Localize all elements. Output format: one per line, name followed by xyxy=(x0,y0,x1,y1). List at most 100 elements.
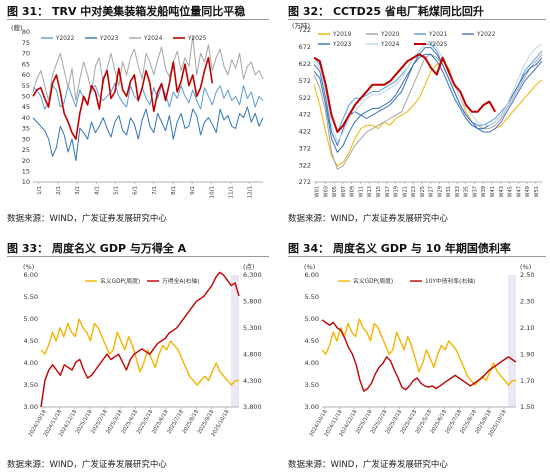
y-tick-label: 472 xyxy=(299,111,311,119)
y2-tick-label: 1.90 xyxy=(520,350,534,358)
series-line xyxy=(40,271,240,408)
x-tick-label: W17 xyxy=(385,186,391,197)
x-tick-label: 4/1 xyxy=(94,186,100,195)
y2-tick-label: 5,300 xyxy=(243,324,262,332)
series-line xyxy=(32,82,264,110)
legend-label: Y2020 xyxy=(380,32,400,38)
series-line xyxy=(321,318,516,386)
x-tick-label: W13 xyxy=(367,186,373,197)
y-tick-label: 45 xyxy=(22,103,30,111)
x-tick-label: W21 xyxy=(402,186,408,197)
series-line xyxy=(313,40,543,143)
y-tick-label: 25 xyxy=(22,146,30,154)
chart-title: 图 32： CCTD25 省电厂耗煤同比回升 xyxy=(288,5,484,18)
x-tick-label: 10/1 xyxy=(209,186,215,198)
legend-label: Y2022 xyxy=(55,36,75,42)
left-unit-label: (%) xyxy=(304,263,315,271)
title-rule xyxy=(288,256,546,257)
legend-label: Y2025 xyxy=(428,42,448,48)
y-tick-label: 3.50 xyxy=(305,381,319,389)
y-tick-label: 20 xyxy=(22,157,30,165)
x-tick-label: 11/1 xyxy=(228,186,234,198)
series-line xyxy=(40,318,239,386)
y-tick-label: 6.00 xyxy=(305,271,319,279)
y2-tick-label: 4,300 xyxy=(243,377,262,385)
y2-tick-label: 1.70 xyxy=(520,377,534,385)
highlight-band xyxy=(508,275,516,407)
title-rule xyxy=(288,19,546,20)
x-tick-label: W47 xyxy=(516,186,522,197)
y-tick-label: 4.00 xyxy=(305,359,319,367)
chart-title: 图 33： 周度名义 GDP 与万得全 A xyxy=(7,242,187,255)
x-tick-label: W15 xyxy=(376,186,382,197)
chart-svg: 10 15 20 25 30 35 40 45 50 55 60 65 70 75 80(艘) 1/1 2/1 3… xyxy=(11,23,264,198)
y-tick-label: 722 xyxy=(299,26,311,34)
left-unit-label: (%) xyxy=(23,263,34,271)
x-tick-label: 2/1 xyxy=(56,186,62,195)
x-tick-label: W33 xyxy=(455,186,461,197)
y-tick-label: 5.50 xyxy=(24,293,38,301)
y-tick-label: 80 xyxy=(22,28,30,36)
series-line xyxy=(32,35,264,102)
x-tick-label: W27 xyxy=(429,186,435,197)
x-tick-label: W51 xyxy=(534,186,540,197)
x-tick-label: W39 xyxy=(481,186,487,197)
y-tick-label: 6.00 xyxy=(24,271,38,279)
y-tick-label: 3.00 xyxy=(305,403,319,411)
legend-label: Y2024 xyxy=(380,42,400,48)
legend-label: Y2019 xyxy=(332,32,352,38)
x-tick-label: W43 xyxy=(499,186,505,197)
y-tick-label: 422 xyxy=(299,128,311,136)
unit-label: (艘) xyxy=(11,23,23,32)
x-tick-label: W37 xyxy=(472,186,478,197)
legend-label: Y2023 xyxy=(332,42,352,48)
y-tick-label: 4.50 xyxy=(305,337,319,345)
y-tick-label: 40 xyxy=(22,114,30,122)
y-tick-label: 50 xyxy=(22,92,30,100)
y-tick-label: 70 xyxy=(22,50,30,58)
x-tick-label: W49 xyxy=(525,186,531,197)
y2-tick-label: 2.50 xyxy=(520,271,534,279)
y-tick-label: 572 xyxy=(299,77,311,85)
legend-label: Y2024 xyxy=(143,36,163,42)
legend-label: 名义GDP(周度) xyxy=(100,277,140,285)
legend-label: 10Y中债利率(右轴) xyxy=(425,277,475,285)
x-tick-label: W09 xyxy=(350,186,356,197)
y-tick-label: 372 xyxy=(299,144,311,152)
x-tick-label: W45 xyxy=(508,186,514,197)
unit-label: (万吨) xyxy=(292,22,310,30)
chart-svg: 3.00 3.50 4.00 4.50 5.00 5.50 6.00 1.50 1.70 1.90… xyxy=(304,263,534,438)
x-tick-label: W03 xyxy=(323,186,329,197)
x-tick-label: W23 xyxy=(411,186,417,197)
x-tick-label: 8/1 xyxy=(171,186,177,195)
series-line xyxy=(321,319,517,392)
right-unit-label: (%) xyxy=(520,263,531,271)
x-tick-label: W31 xyxy=(446,186,452,197)
y-tick-label: 4.50 xyxy=(24,337,38,345)
title-rule xyxy=(7,19,269,20)
legend-label: Y2025 xyxy=(187,36,207,42)
y-tick-label: 3.50 xyxy=(24,381,38,389)
chart-svg: 3.00 3.50 4.00 4.50 5.00 5.50 6.00 3,800 4,300 4,… xyxy=(23,263,262,438)
x-tick-label: 5/1 xyxy=(113,186,119,195)
title-rule xyxy=(7,256,269,257)
legend-label: Y2021 xyxy=(428,32,448,38)
y-tick-label: 5.00 xyxy=(24,315,38,323)
legend-label: Y2023 xyxy=(99,36,119,42)
series-line xyxy=(313,53,497,133)
y-tick-label: 4.00 xyxy=(24,359,38,367)
x-tick-label: 12/1 xyxy=(248,186,254,198)
x-tick-label: 9/1 xyxy=(190,186,196,195)
y-tick-label: 322 xyxy=(299,161,311,169)
y2-tick-label: 4,800 xyxy=(243,350,262,358)
x-tick-label: W19 xyxy=(394,186,400,197)
y2-tick-label: 6,300 xyxy=(243,271,262,279)
source-note: 数据来源：WIND，广发证券发展研究中心 xyxy=(288,460,448,470)
right-unit-label: (点) xyxy=(243,263,255,271)
y-tick-label: 672 xyxy=(299,43,311,51)
y2-tick-label: 3,800 xyxy=(243,403,262,411)
x-tick-label: W35 xyxy=(464,186,470,197)
y2-tick-label: 2.10 xyxy=(520,324,534,332)
series-line xyxy=(32,106,264,162)
y-tick-label: 5.00 xyxy=(305,315,319,323)
